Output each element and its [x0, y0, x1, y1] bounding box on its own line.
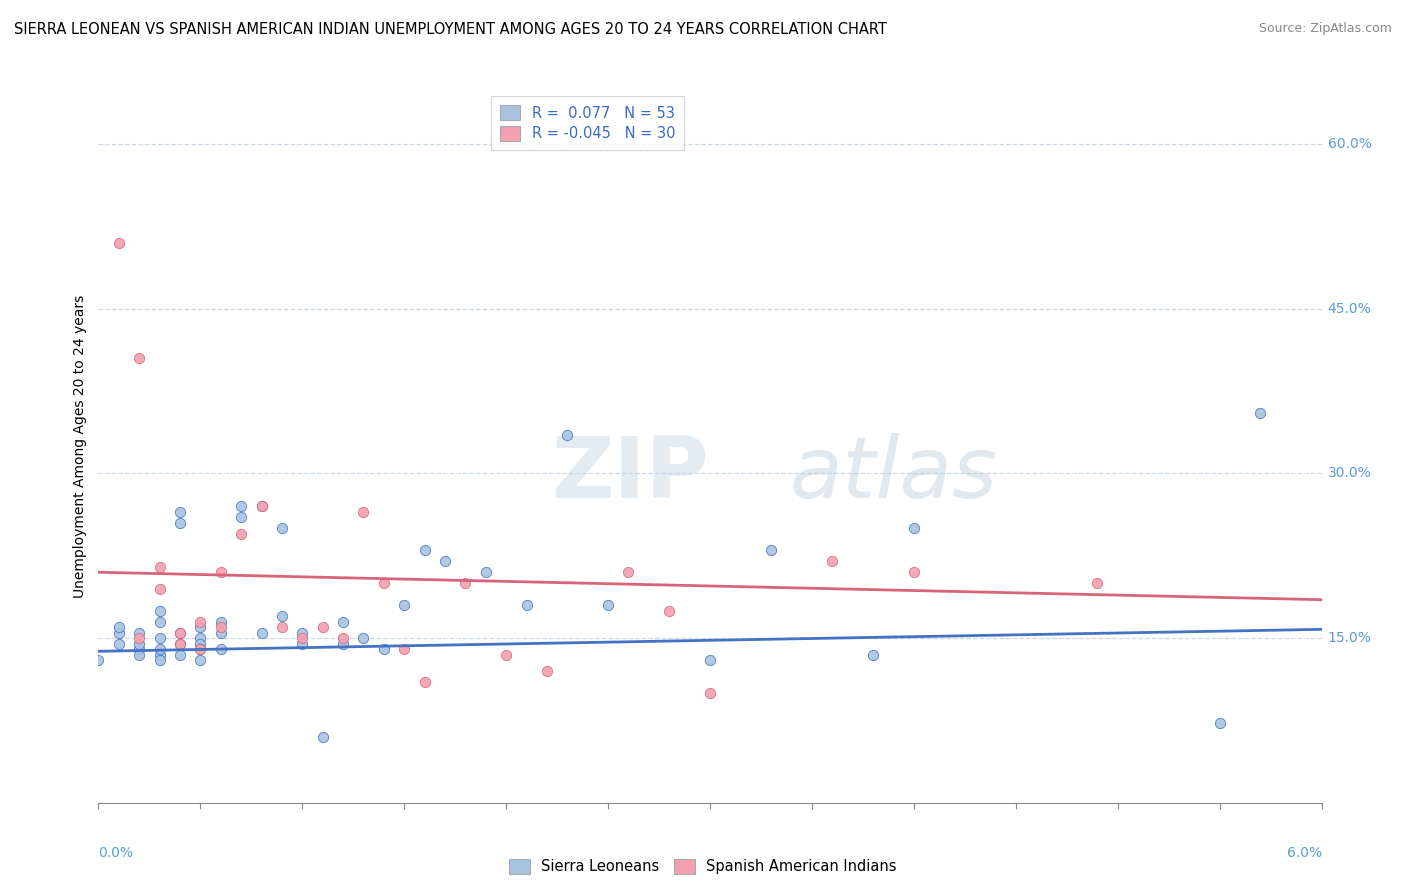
- Text: 45.0%: 45.0%: [1327, 301, 1371, 316]
- Point: [169, 516, 191, 530]
- Text: Source: ZipAtlas.com: Source: ZipAtlas.com: [1258, 22, 1392, 36]
- Point: [373, 642, 395, 657]
- Point: [862, 648, 884, 662]
- Point: [169, 648, 191, 662]
- Point: [332, 631, 354, 645]
- Point: [903, 521, 925, 535]
- Point: [474, 566, 498, 580]
- Text: SIERRA LEONEAN VS SPANISH AMERICAN INDIAN UNEMPLOYMENT AMONG AGES 20 TO 24 YEARS: SIERRA LEONEAN VS SPANISH AMERICAN INDIA…: [14, 22, 887, 37]
- Point: [128, 648, 150, 662]
- Point: [188, 642, 212, 657]
- Point: [495, 648, 517, 662]
- Point: [231, 526, 253, 541]
- Text: 60.0%: 60.0%: [1327, 137, 1372, 151]
- Point: [188, 653, 212, 667]
- Point: [209, 566, 232, 580]
- Point: [128, 637, 150, 651]
- Point: [149, 559, 172, 574]
- Point: [250, 500, 273, 514]
- Text: 0.0%: 0.0%: [98, 846, 134, 860]
- Point: [413, 543, 436, 558]
- Point: [87, 653, 110, 667]
- Point: [149, 642, 172, 657]
- Point: [352, 505, 374, 519]
- Point: [270, 521, 292, 535]
- Point: [209, 642, 232, 657]
- Point: [209, 620, 232, 634]
- Legend: Sierra Leoneans, Spanish American Indians: Sierra Leoneans, Spanish American Indian…: [503, 853, 903, 880]
- Point: [373, 576, 395, 591]
- Point: [332, 637, 354, 651]
- Point: [761, 543, 783, 558]
- Point: [311, 730, 335, 744]
- Point: [454, 576, 477, 591]
- Point: [699, 653, 721, 667]
- Point: [1208, 715, 1232, 730]
- Point: [311, 620, 335, 634]
- Text: 6.0%: 6.0%: [1286, 846, 1322, 860]
- Point: [169, 505, 191, 519]
- Point: [598, 598, 620, 612]
- Point: [169, 637, 191, 651]
- Point: [209, 625, 232, 640]
- Point: [516, 598, 538, 612]
- Point: [188, 615, 212, 629]
- Point: [536, 664, 558, 678]
- Point: [270, 620, 292, 634]
- Point: [821, 554, 844, 568]
- Point: [555, 428, 579, 442]
- Point: [250, 500, 273, 514]
- Point: [149, 582, 172, 596]
- Point: [149, 648, 172, 662]
- Point: [291, 631, 314, 645]
- Point: [149, 604, 172, 618]
- Point: [188, 642, 212, 657]
- Point: [699, 686, 721, 700]
- Point: [617, 566, 640, 580]
- Y-axis label: Unemployment Among Ages 20 to 24 years: Unemployment Among Ages 20 to 24 years: [73, 294, 87, 598]
- Point: [332, 615, 354, 629]
- Point: [128, 351, 150, 366]
- Point: [270, 609, 292, 624]
- Point: [231, 510, 253, 524]
- Text: 30.0%: 30.0%: [1327, 467, 1371, 481]
- Point: [392, 642, 416, 657]
- Point: [128, 642, 150, 657]
- Point: [108, 235, 131, 250]
- Point: [169, 637, 191, 651]
- Point: [188, 631, 212, 645]
- Point: [188, 620, 212, 634]
- Point: [413, 675, 436, 690]
- Point: [658, 604, 681, 618]
- Point: [128, 625, 150, 640]
- Point: [291, 637, 314, 651]
- Text: atlas: atlas: [790, 433, 997, 516]
- Point: [291, 625, 314, 640]
- Point: [128, 631, 150, 645]
- Point: [169, 625, 191, 640]
- Point: [169, 625, 191, 640]
- Point: [108, 625, 131, 640]
- Point: [352, 631, 374, 645]
- Point: [108, 620, 131, 634]
- Point: [903, 566, 925, 580]
- Point: [149, 615, 172, 629]
- Point: [231, 500, 253, 514]
- Point: [188, 637, 212, 651]
- Point: [149, 653, 172, 667]
- Text: 15.0%: 15.0%: [1327, 632, 1372, 645]
- Legend: R =  0.077   N = 53, R = -0.045   N = 30: R = 0.077 N = 53, R = -0.045 N = 30: [491, 96, 685, 150]
- Point: [149, 631, 172, 645]
- Point: [392, 598, 416, 612]
- Point: [1249, 406, 1271, 420]
- Point: [250, 625, 273, 640]
- Point: [108, 637, 131, 651]
- Point: [209, 615, 232, 629]
- Text: ZIP: ZIP: [551, 433, 709, 516]
- Point: [1085, 576, 1108, 591]
- Point: [433, 554, 456, 568]
